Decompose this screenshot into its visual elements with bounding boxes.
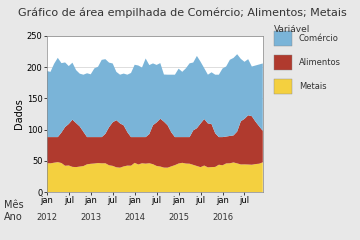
Text: Ano: Ano — [4, 212, 22, 222]
Text: Metais: Metais — [299, 82, 327, 91]
Text: 2013: 2013 — [80, 213, 101, 222]
Text: Gráfico de área empilhada de Comércio; Alimentos; Metais: Gráfico de área empilhada de Comércio; A… — [18, 7, 347, 18]
Text: 2015: 2015 — [168, 213, 189, 222]
Text: Variável: Variável — [274, 24, 310, 34]
Text: 2016: 2016 — [212, 213, 233, 222]
Text: 2014: 2014 — [124, 213, 145, 222]
Text: Mês: Mês — [4, 200, 23, 210]
Y-axis label: Dados: Dados — [14, 99, 24, 129]
Text: Comércio: Comércio — [299, 34, 339, 43]
Text: 2012: 2012 — [36, 213, 57, 222]
Text: Alimentos: Alimentos — [299, 58, 341, 67]
